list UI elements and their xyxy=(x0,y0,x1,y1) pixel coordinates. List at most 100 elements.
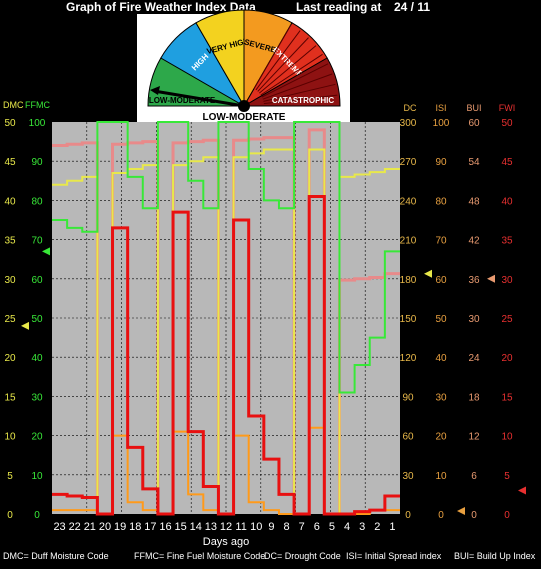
x-tick-4: 4 xyxy=(344,521,350,533)
axis-title-isi: ISI xyxy=(435,103,446,113)
tick-bui-18: 18 xyxy=(468,392,480,403)
tick-fwi-10: 10 xyxy=(501,432,513,443)
x-tick-6: 6 xyxy=(314,521,320,533)
tick-isi-70: 70 xyxy=(435,236,447,247)
current-bui-marker xyxy=(487,274,495,283)
tick-dc-150: 150 xyxy=(400,314,417,325)
tick-dc-270: 270 xyxy=(400,157,417,168)
gauge-hatch xyxy=(263,94,338,105)
gauge-hatch xyxy=(261,63,329,98)
tick-dmc-5: 5 xyxy=(7,471,13,482)
tick-ffmc-70: 70 xyxy=(31,236,43,247)
x-tick-21: 21 xyxy=(84,521,96,533)
gauge-label-catastrophic: CATASTROPHIC xyxy=(272,96,335,105)
footer-dmc: DMC= Duff Moisture Code xyxy=(3,551,109,561)
tick-dc-90: 90 xyxy=(402,392,414,403)
tick-bui-0: 0 xyxy=(471,510,477,521)
series-ffmc-line xyxy=(52,121,400,394)
axis-title-ffmc: FFMC xyxy=(25,100,50,110)
gauge-hub xyxy=(238,100,250,112)
footer-ffmc: FFMC= Fine Fuel Moisture Code xyxy=(134,551,266,561)
x-tick-1: 1 xyxy=(389,521,395,533)
x-tick-19: 19 xyxy=(114,521,126,533)
gauge-hatch xyxy=(257,37,309,92)
tick-isi-10: 10 xyxy=(435,471,447,482)
tick-ffmc-20: 20 xyxy=(31,432,43,443)
footer-bui: BUI= Build Up Index xyxy=(454,551,536,561)
gauge-hatch xyxy=(258,45,317,94)
x-tick-8: 8 xyxy=(283,521,289,533)
tick-fwi-15: 15 xyxy=(501,392,513,403)
x-tick-15: 15 xyxy=(174,521,186,533)
x-tick-12: 12 xyxy=(220,521,232,533)
gauge-hatch xyxy=(260,53,323,96)
x-axis-title: Days ago xyxy=(203,536,249,548)
tick-fwi-45: 45 xyxy=(501,157,513,168)
tick-bui-30: 30 xyxy=(468,314,480,325)
tick-bui-12: 12 xyxy=(468,432,480,443)
gauge-hatch xyxy=(263,83,336,102)
tick-ffmc-10: 10 xyxy=(31,471,43,482)
tick-dc-300: 300 xyxy=(400,118,417,129)
tick-dc-0: 0 xyxy=(405,510,411,521)
current-dc-marker xyxy=(424,269,432,278)
tick-dmc-20: 20 xyxy=(4,353,16,364)
x-tick-16: 16 xyxy=(159,521,171,533)
tick-bui-6: 6 xyxy=(471,471,477,482)
gauge-hatch xyxy=(262,73,333,100)
x-tick-17: 17 xyxy=(144,521,156,533)
tick-fwi-5: 5 xyxy=(504,471,510,482)
x-tick-7: 7 xyxy=(299,521,305,533)
x-tick-5: 5 xyxy=(329,521,335,533)
tick-dmc-35: 35 xyxy=(4,236,16,247)
tick-bui-36: 36 xyxy=(468,275,480,286)
gauge-label-low-moderate: LOW-MODERATE xyxy=(149,96,216,105)
x-tick-9: 9 xyxy=(268,521,274,533)
footer-dc: DC= Drought Code xyxy=(264,551,341,561)
tick-dmc-50: 50 xyxy=(4,118,16,129)
tick-dc-240: 240 xyxy=(400,196,417,207)
tick-dmc-45: 45 xyxy=(4,157,16,168)
tick-dmc-15: 15 xyxy=(4,392,16,403)
axis-title-dc: DC xyxy=(404,103,417,113)
axis-title-bui: BUI xyxy=(466,103,481,113)
tick-dmc-25: 25 xyxy=(4,314,16,325)
x-tick-20: 20 xyxy=(99,521,111,533)
tick-dc-120: 120 xyxy=(400,353,417,364)
gauge-hatch xyxy=(255,30,301,91)
tick-isi-100: 100 xyxy=(433,118,450,129)
tick-fwi-30: 30 xyxy=(501,275,513,286)
tick-dc-210: 210 xyxy=(400,236,417,247)
tick-bui-54: 54 xyxy=(468,157,480,168)
tick-fwi-20: 20 xyxy=(501,353,513,364)
tick-ffmc-40: 40 xyxy=(31,353,43,364)
tick-isi-60: 60 xyxy=(435,275,447,286)
tick-dc-30: 30 xyxy=(402,471,414,482)
tick-dc-180: 180 xyxy=(400,275,417,286)
x-tick-3: 3 xyxy=(359,521,365,533)
x-tick-10: 10 xyxy=(250,521,262,533)
x-tick-23: 23 xyxy=(53,521,65,533)
current-fwi-marker xyxy=(518,486,526,495)
gauge-hatch xyxy=(253,24,292,89)
footer-isi: ISI= Initial Spread index xyxy=(346,551,442,561)
x-tick-13: 13 xyxy=(205,521,217,533)
tick-fwi-0: 0 xyxy=(504,510,510,521)
tick-isi-90: 90 xyxy=(435,157,447,168)
axis-title-fwi: FWI xyxy=(499,103,516,113)
x-tick-2: 2 xyxy=(374,521,380,533)
tick-isi-40: 40 xyxy=(435,353,447,364)
tick-ffmc-90: 90 xyxy=(31,157,43,168)
reading-label: Last reading at xyxy=(296,0,382,14)
tick-bui-24: 24 xyxy=(468,353,480,364)
tick-dmc-0: 0 xyxy=(7,510,13,521)
tick-isi-0: 0 xyxy=(438,510,444,521)
reading-date: 24 / 11 xyxy=(394,0,431,14)
tick-isi-30: 30 xyxy=(435,392,447,403)
tick-isi-20: 20 xyxy=(435,432,447,443)
tick-dc-60: 60 xyxy=(402,432,414,443)
gauge-needle-tip xyxy=(150,86,160,95)
tick-fwi-25: 25 xyxy=(501,314,513,325)
gauge-current-rating: LOW-MODERATE xyxy=(203,112,286,123)
